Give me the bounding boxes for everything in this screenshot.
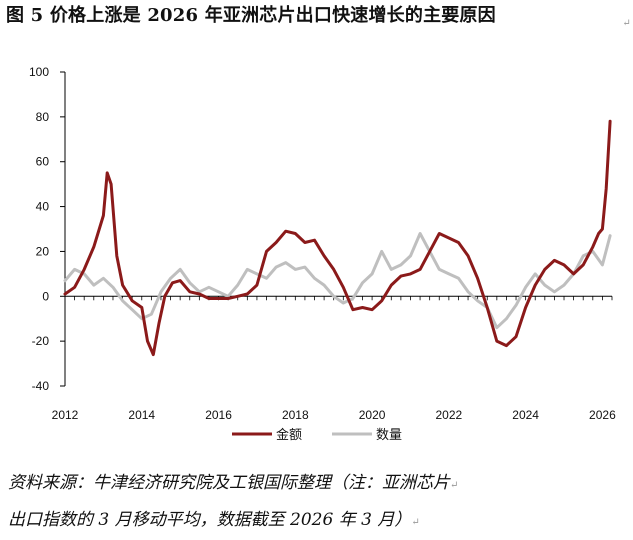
source-note: 资料来源：牛津经济研究院及工银国际整理（注：亚洲芯片↵ 出口指数的 3 月移动平… bbox=[8, 466, 628, 540]
x-tick-label: 2012 bbox=[52, 408, 79, 422]
legend-label: 数量 bbox=[376, 428, 402, 443]
x-tick-label: 2014 bbox=[128, 408, 155, 422]
series-line bbox=[63, 119, 612, 357]
y-tick-label: -20 bbox=[32, 334, 50, 348]
paragraph-mark-icon: ↵ bbox=[411, 517, 420, 528]
y-tick-label: 80 bbox=[36, 110, 50, 124]
series-lines bbox=[63, 119, 612, 357]
legend: 金额 数量 bbox=[232, 427, 402, 443]
legend-label: 金额 bbox=[276, 427, 302, 443]
x-tick-label: 2020 bbox=[359, 408, 386, 422]
line-chart: -40 -20 0 20 40 60 80 100 2012 2014 2016 2018 2020 2… bbox=[29, 65, 616, 443]
series-line bbox=[63, 232, 612, 330]
y-tick-label: -40 bbox=[32, 379, 50, 393]
x-tick-label: 2018 bbox=[282, 408, 309, 422]
y-tick-label: 60 bbox=[36, 155, 50, 169]
x-tick-label: 2016 bbox=[205, 408, 232, 422]
source-line-1: 资料来源：牛津经济研究院及工银国际整理（注：亚洲芯片↵ bbox=[8, 473, 459, 493]
paragraph-mark-icon: ↵ bbox=[450, 480, 459, 491]
y-tick-label: 100 bbox=[29, 65, 49, 79]
y-tick-label: 20 bbox=[36, 244, 50, 258]
y-axis: -40 -20 0 20 40 60 80 100 bbox=[29, 65, 66, 393]
y-tick-label: 0 bbox=[42, 289, 49, 303]
x-tick-label: 2024 bbox=[512, 408, 539, 422]
figure-title: 图 5 价格上涨是 2026 年亚洲芯片出口快速增长的主要原因 ↵ bbox=[6, 2, 631, 30]
x-tick-label: 2026 bbox=[589, 408, 616, 422]
y-tick-label: 40 bbox=[36, 200, 50, 214]
source-line-2: 出口指数的 3 月移动平均，数据截至 2026 年 3 月）↵ bbox=[8, 510, 420, 530]
paragraph-mark-icon: ↵ bbox=[622, 18, 631, 29]
figure-title-text: 图 5 价格上涨是 2026 年亚洲芯片出口快速增长的主要原因 bbox=[6, 5, 496, 26]
x-tick-label: 2022 bbox=[436, 408, 463, 422]
